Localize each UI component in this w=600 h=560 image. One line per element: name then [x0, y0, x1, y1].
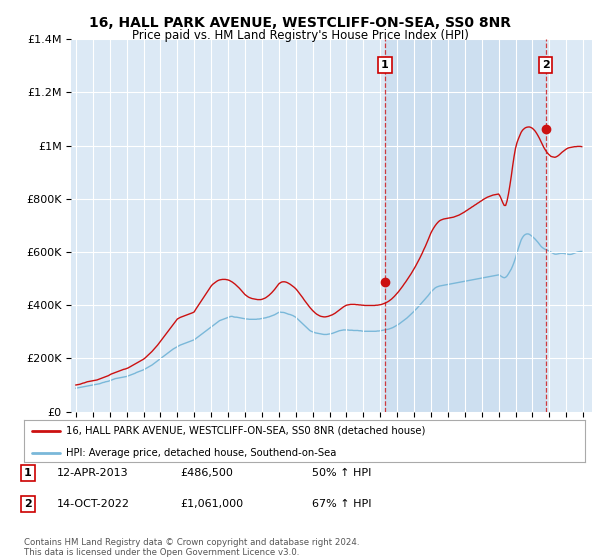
- Text: HPI: Average price, detached house, Southend-on-Sea: HPI: Average price, detached house, Sout…: [66, 448, 337, 458]
- Text: £486,500: £486,500: [180, 468, 233, 478]
- Text: 1: 1: [24, 468, 32, 478]
- Text: 2: 2: [542, 60, 550, 70]
- Text: 50% ↑ HPI: 50% ↑ HPI: [312, 468, 371, 478]
- Text: Contains HM Land Registry data © Crown copyright and database right 2024.
This d: Contains HM Land Registry data © Crown c…: [24, 538, 359, 557]
- Text: 16, HALL PARK AVENUE, WESTCLIFF-ON-SEA, SS0 8NR (detached house): 16, HALL PARK AVENUE, WESTCLIFF-ON-SEA, …: [66, 426, 425, 436]
- Text: 16, HALL PARK AVENUE, WESTCLIFF-ON-SEA, SS0 8NR: 16, HALL PARK AVENUE, WESTCLIFF-ON-SEA, …: [89, 16, 511, 30]
- Text: 14-OCT-2022: 14-OCT-2022: [57, 499, 130, 509]
- Text: 2: 2: [24, 499, 32, 509]
- Bar: [385, 39, 546, 412]
- Text: 1: 1: [381, 60, 389, 70]
- Text: 67% ↑ HPI: 67% ↑ HPI: [312, 499, 371, 509]
- Text: 12-APR-2013: 12-APR-2013: [57, 468, 128, 478]
- Text: Price paid vs. HM Land Registry's House Price Index (HPI): Price paid vs. HM Land Registry's House …: [131, 29, 469, 42]
- Text: £1,061,000: £1,061,000: [180, 499, 243, 509]
